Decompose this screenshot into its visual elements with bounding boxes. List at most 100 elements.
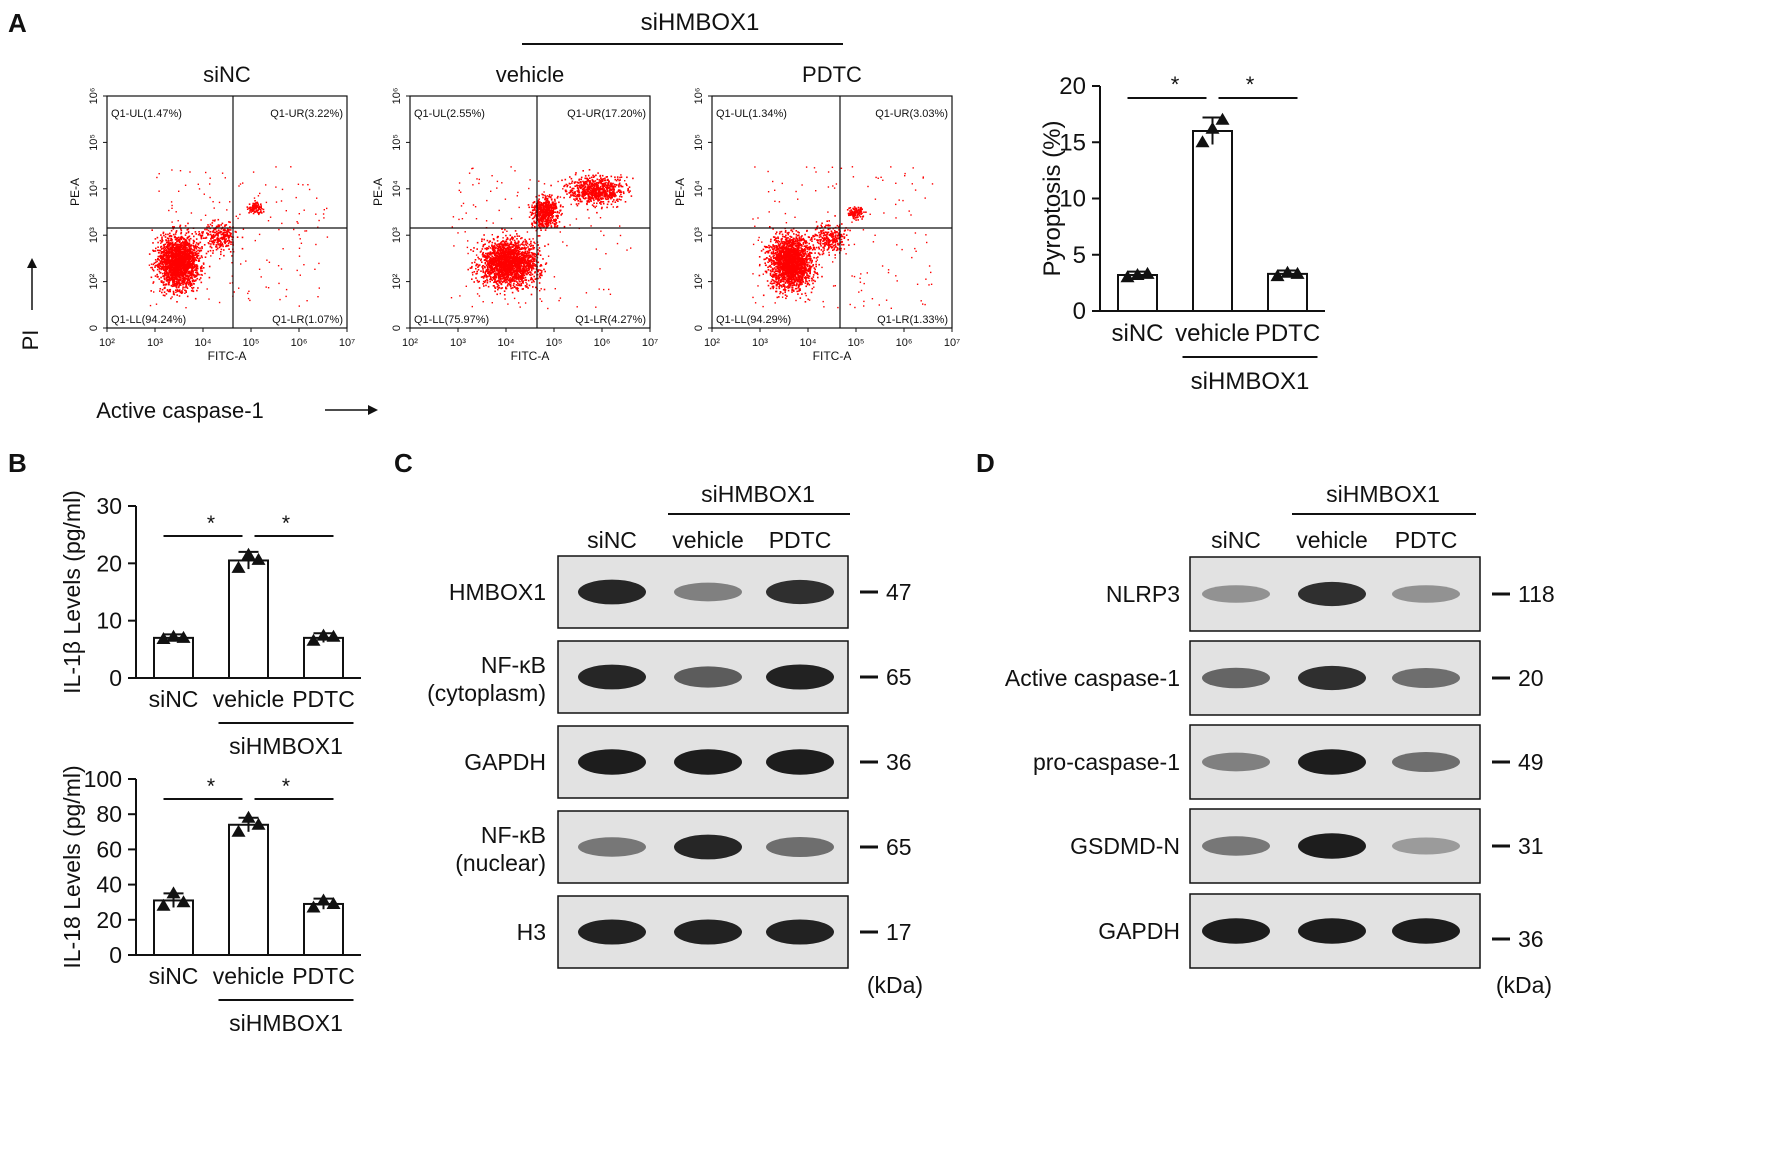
flow-event xyxy=(213,220,216,222)
flow-event xyxy=(505,262,507,265)
flow-event xyxy=(173,236,176,238)
flow-event xyxy=(190,282,193,285)
flow-event xyxy=(178,295,181,297)
flow-event xyxy=(521,254,523,257)
flow-event xyxy=(186,280,189,283)
flow-event xyxy=(254,206,257,208)
flow-event xyxy=(167,233,169,236)
flow-event xyxy=(508,244,510,247)
flow-event xyxy=(238,287,240,289)
flow-event xyxy=(496,247,499,250)
flow-event xyxy=(488,245,490,248)
flow-event xyxy=(173,267,175,270)
flow-event xyxy=(228,221,230,223)
flow-event xyxy=(523,247,525,250)
flow-event xyxy=(539,265,541,267)
flow-event xyxy=(524,269,527,271)
flow-event xyxy=(538,198,540,200)
flow-event xyxy=(504,256,506,259)
flow-event xyxy=(201,265,203,267)
flow-event xyxy=(171,296,173,298)
flow-event xyxy=(576,190,579,192)
flow-event xyxy=(493,269,496,272)
flow-event xyxy=(186,237,189,240)
flow-event xyxy=(532,206,534,209)
flow-event xyxy=(514,247,517,249)
flow-event xyxy=(184,261,187,263)
flow-event xyxy=(165,256,167,258)
flow-event xyxy=(528,249,531,251)
flow-event xyxy=(167,242,170,245)
flow-event xyxy=(509,264,511,266)
flow-event xyxy=(485,269,488,271)
flow-event xyxy=(184,250,186,252)
flow-event xyxy=(470,267,473,269)
flow-event xyxy=(229,241,231,243)
flow-event xyxy=(161,266,163,269)
flow-event xyxy=(493,280,496,282)
flow-event xyxy=(187,236,189,238)
flow-event xyxy=(486,275,489,278)
flow-event xyxy=(502,260,505,263)
flow-event xyxy=(193,266,196,268)
flow-event xyxy=(212,235,215,237)
flow-event xyxy=(532,264,535,267)
y-tick-label: 10² xyxy=(88,273,100,289)
flow-event xyxy=(178,243,181,246)
flow-event xyxy=(485,252,487,255)
flow-event xyxy=(230,243,232,245)
flow-event xyxy=(481,238,483,240)
flow-event xyxy=(471,262,473,264)
flow-event xyxy=(518,240,520,243)
flow-event xyxy=(519,275,521,277)
flow-event xyxy=(186,269,188,272)
flow-event xyxy=(528,273,531,276)
flow-event xyxy=(220,244,223,247)
flow-event xyxy=(183,281,186,283)
flow-event xyxy=(173,293,176,296)
flow-event xyxy=(490,252,492,254)
flow-event xyxy=(503,255,506,258)
flow-event xyxy=(193,249,196,252)
flow-event xyxy=(515,244,518,247)
flow-event xyxy=(298,255,301,257)
flow-event xyxy=(317,226,319,228)
flow-event xyxy=(180,243,182,246)
flow-event xyxy=(176,237,178,239)
y-channel-label: PE-A xyxy=(68,178,82,206)
y-tick-label: 10⁶ xyxy=(88,88,100,105)
flow-event xyxy=(258,213,260,216)
flow-event xyxy=(476,248,478,250)
flow-event xyxy=(586,202,588,205)
flow-event xyxy=(548,201,550,203)
flow-event xyxy=(530,244,533,247)
flow-event xyxy=(184,249,187,251)
flow-event xyxy=(521,256,523,259)
flow-event xyxy=(528,265,531,268)
flow-event xyxy=(534,271,536,273)
flow-event xyxy=(162,255,165,258)
flow-event xyxy=(489,271,492,273)
flow-event xyxy=(172,257,174,260)
flow-event xyxy=(198,278,201,281)
flow-event xyxy=(509,265,512,267)
flow-event xyxy=(172,291,175,294)
flow-event xyxy=(523,257,526,260)
flow-event xyxy=(550,225,553,227)
flow-event xyxy=(267,287,270,289)
flow-event xyxy=(196,255,198,258)
flow-event xyxy=(209,177,211,179)
flow-event xyxy=(516,286,518,289)
flow-event xyxy=(495,272,497,274)
flow-event xyxy=(257,202,259,205)
flow-event xyxy=(152,282,154,284)
flow-event xyxy=(181,236,184,239)
flow-event xyxy=(184,269,186,272)
flow-event xyxy=(530,293,533,296)
flow-event xyxy=(164,275,166,277)
flow-event xyxy=(524,238,526,241)
flow-event xyxy=(497,275,500,278)
flow-event xyxy=(511,252,513,254)
flow-event xyxy=(552,211,555,213)
flow-event xyxy=(194,254,196,256)
